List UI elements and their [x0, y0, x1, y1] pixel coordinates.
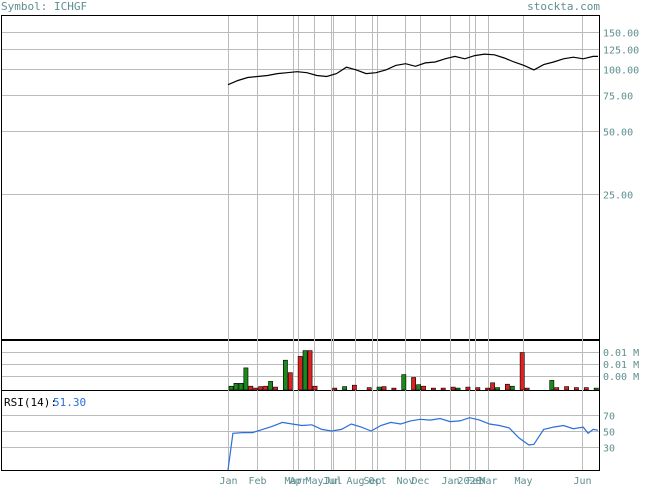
x-tick-label: Oct	[368, 476, 386, 486]
volume-bar	[297, 356, 303, 391]
volume-bar	[332, 387, 338, 391]
volume-series	[228, 350, 599, 391]
volume-bar	[450, 386, 456, 391]
volume-bar	[504, 383, 510, 391]
volume-bar	[253, 387, 259, 391]
price-tick-label: 125.00	[603, 46, 639, 57]
volume-bar	[430, 387, 436, 391]
rsi-tick-label: 30	[603, 444, 615, 455]
volume-bar	[287, 372, 293, 391]
volume-bar	[381, 386, 387, 391]
volume-bar	[258, 386, 264, 391]
x-tick-label: Jan	[219, 476, 237, 486]
rsi-line	[227, 417, 599, 471]
price-tick-label: 100.00	[603, 66, 639, 77]
price-tick-label: 150.00	[603, 29, 639, 40]
volume-tick-label: 0.01 M	[603, 348, 639, 359]
volume-bar	[228, 385, 234, 391]
rsi-panel-border	[1, 390, 600, 471]
x-tick-label: Nov	[396, 476, 414, 486]
volume-bar	[519, 352, 525, 391]
price-tick-label: 75.00	[603, 92, 633, 103]
volume-tick-label: 0.00 M	[603, 372, 639, 383]
x-tick-label: Jul	[324, 476, 342, 486]
rsi-label: RSI(14):	[4, 396, 57, 409]
price-panel-border	[1, 15, 600, 340]
x-tick-label: Jan	[441, 476, 459, 486]
rsi-tick-label: 70	[603, 412, 615, 423]
x-tick-label: May	[305, 476, 323, 486]
volume-bar	[554, 387, 560, 391]
volume-bar	[263, 385, 268, 391]
volume-bar	[509, 385, 515, 391]
volume-tick-label: 0.01 M	[603, 360, 639, 371]
x-tick-label: Jun	[573, 476, 591, 486]
volume-bar	[564, 386, 569, 391]
symbol-label: Symbol: ICHGF	[1, 0, 88, 13]
price-series	[227, 53, 598, 86]
x-tick-label: Aug	[346, 476, 364, 486]
volume-bar	[273, 386, 278, 391]
x-tick-label: Sep	[363, 476, 381, 486]
volume-bar	[411, 377, 416, 391]
x-tick-label: Feb	[466, 476, 484, 486]
volume-bar	[376, 386, 382, 391]
volume-bar	[312, 385, 318, 391]
volume-bar	[342, 386, 347, 391]
volume-bar	[485, 387, 490, 391]
volume-bar	[573, 387, 579, 391]
volume-bar	[282, 359, 288, 391]
price-line	[227, 53, 598, 86]
x-tick-label: Dec	[411, 476, 429, 486]
volume-bar	[233, 382, 239, 391]
price-tick-label: 25.00	[603, 191, 633, 202]
volume-bar	[524, 387, 530, 391]
volume-bar	[593, 387, 599, 391]
volume-bar	[549, 380, 555, 391]
volume-bar	[465, 386, 471, 391]
volume-bar	[475, 387, 481, 391]
price-tick-label: 50.00	[603, 128, 633, 139]
x-tick-label: Mar	[284, 476, 302, 486]
volume-bar	[421, 385, 426, 391]
volume-bar	[455, 387, 461, 391]
x-tick-label: Mar	[479, 476, 497, 486]
rsi-current-value: 51.30	[53, 396, 86, 409]
x-tick-label: May	[514, 476, 532, 486]
volume-bar	[401, 374, 407, 391]
volume-bar	[351, 384, 357, 391]
volume-bar	[490, 382, 495, 391]
site-name[interactable]: stockta.com	[527, 0, 600, 13]
volume-bar	[307, 350, 313, 391]
volume-bar	[238, 382, 244, 391]
volume-bar	[440, 387, 446, 391]
volume-bar	[416, 384, 421, 391]
grid	[2, 16, 599, 470]
x-tick-label: Feb	[248, 476, 266, 486]
rsi-series	[227, 417, 599, 471]
x-tick-label: Jun	[322, 476, 340, 486]
volume-bar	[495, 387, 500, 391]
volume-bar	[248, 385, 254, 391]
volume-bar	[583, 387, 589, 391]
volume-bar	[243, 367, 249, 391]
rsi-tick-label: 50	[603, 428, 615, 439]
volume-bar	[366, 387, 372, 391]
x-tick-label: 2020	[457, 476, 481, 486]
x-tick-label: Apr	[289, 476, 307, 486]
volume-bar	[302, 350, 308, 391]
volume-bar	[391, 387, 397, 391]
volume-bar	[268, 381, 273, 391]
